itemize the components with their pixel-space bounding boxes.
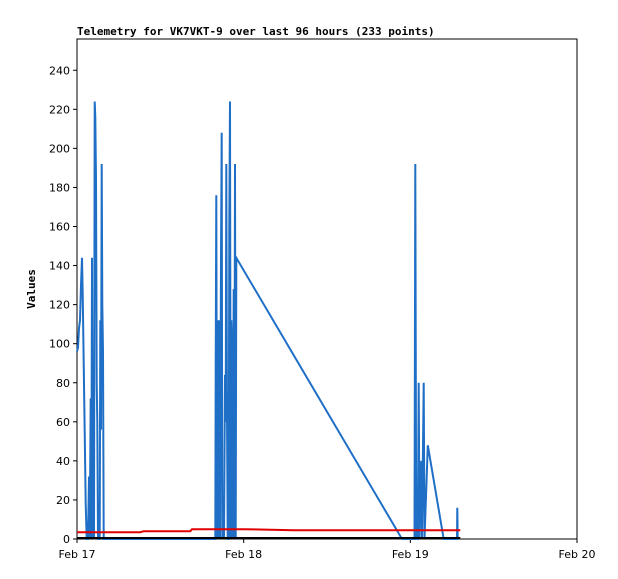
y-tick-label: 180 <box>49 181 70 194</box>
series-line-2 <box>77 528 461 534</box>
y-tick-label: 220 <box>49 103 70 116</box>
y-axis: 0 20 40 60 80 100 120 140 160 180 200 220 240 <box>49 64 77 546</box>
x-tick-label: Feb 18 <box>225 548 262 561</box>
y-tick-label: 80 <box>56 377 70 390</box>
y-tick-label: 200 <box>49 142 70 155</box>
y-tick-label: 240 <box>49 64 70 77</box>
y-tick-label: 0 <box>63 533 70 546</box>
y-tick-label: 60 <box>56 416 70 429</box>
y-tick-label: 20 <box>56 494 70 507</box>
x-axis: Feb 17 Feb 18 Feb 19 Feb 20 <box>59 539 596 561</box>
x-tick-label: Feb 19 <box>392 548 429 561</box>
y-tick-label: 140 <box>49 260 70 273</box>
chart-title: Telemetry for VK7VKT-9 over last 96 hour… <box>77 25 435 38</box>
series-line-1 <box>76 101 459 540</box>
y-axis-label: Values <box>25 269 38 309</box>
series-layer <box>76 101 461 540</box>
y-tick-label: 120 <box>49 299 70 312</box>
x-tick-label: Feb 20 <box>559 548 596 561</box>
y-tick-label: 40 <box>56 455 70 468</box>
plot-area <box>76 38 578 540</box>
x-tick-label: Feb 17 <box>59 548 96 561</box>
y-tick-label: 100 <box>49 338 70 351</box>
y-tick-label: 160 <box>49 221 70 234</box>
